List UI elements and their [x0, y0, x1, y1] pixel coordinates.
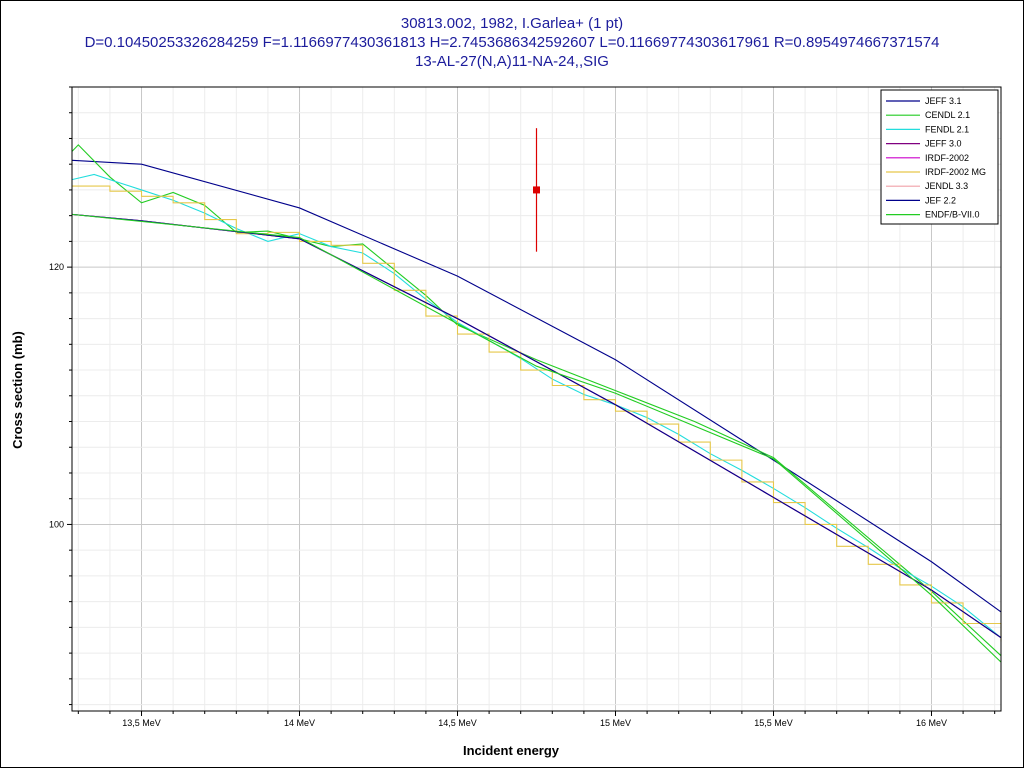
series-lines	[71, 144, 1002, 663]
x-tick-label: 13,5 MeV	[122, 718, 161, 728]
data-points	[533, 128, 540, 252]
legend-label-2: FENDL 2.1	[925, 124, 969, 134]
series-line-5	[72, 185, 1002, 642]
chart-title-line-3: 13-AL-27(N,A)11-NA-24,,SIG	[415, 53, 609, 70]
x-tick-label: 15,5 MeV	[754, 718, 793, 728]
series-line-1	[71, 144, 1002, 657]
x-axis-title: Incident energy	[463, 743, 560, 758]
axis-ticks: 13,5 MeV 14 MeV 14,5 MeV 15 MeV 15,5 MeV 16 M…	[49, 86, 996, 728]
series-line-8	[71, 213, 1002, 663]
y-tick-label: 100	[49, 519, 64, 529]
y-axis-title: Cross section (mb)	[10, 331, 25, 449]
y-tick-label: 120	[49, 262, 64, 272]
x-tick-label: 16 MeV	[916, 718, 947, 728]
legend-label-6: JENDL 3.3	[925, 181, 968, 191]
legend-label-0: JEFF 3.1	[925, 96, 962, 106]
chart-title-line-1: 30813.002, 1982, I.Garlea+ (1 pt)	[400, 15, 624, 32]
x-tick-label: 15 MeV	[600, 718, 631, 728]
legend: JEFF 3.1 CENDL 2.1 FENDL 2.1 JEFF 3.0 IRDF-2…	[880, 89, 999, 225]
legend-label-4: IRDF-2002	[925, 153, 969, 163]
chart-title-line-2: D=0.10450253326284259 F=1.11669774303618…	[84, 34, 940, 51]
series-line-3	[71, 213, 1002, 639]
x-tick-label: 14,5 MeV	[438, 718, 477, 728]
series-line-6	[71, 213, 1002, 639]
series-line-0	[71, 159, 1002, 613]
legend-box	[880, 89, 999, 225]
x-tick-label: 14 MeV	[284, 718, 315, 728]
data-point-0	[533, 186, 540, 194]
legend-label-5: IRDF-2002 MG	[925, 167, 986, 177]
legend-label-7: JEF 2.2	[925, 195, 956, 205]
series-line-2	[71, 173, 1002, 639]
series-line-4	[71, 213, 1002, 639]
series-line-7	[71, 213, 1002, 639]
legend-label-8: ENDF/B-VII.0	[925, 210, 980, 220]
plot-area-border	[71, 86, 1002, 712]
legend-label-3: JEFF 3.0	[925, 139, 962, 149]
legend-label-1: CENDL 2.1	[925, 110, 970, 120]
